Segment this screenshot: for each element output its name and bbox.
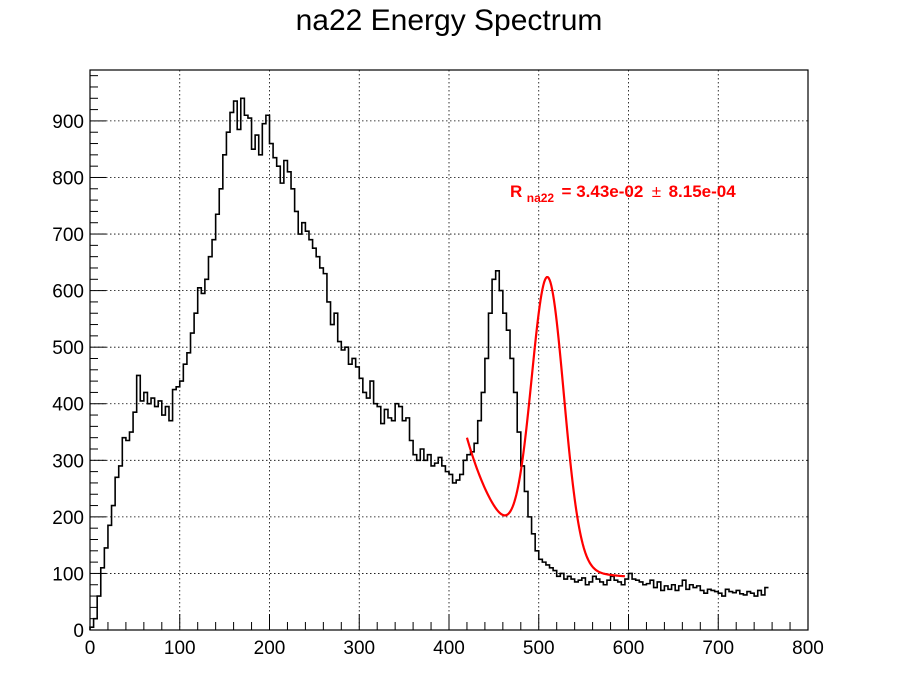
x-tick-label: 500: [523, 638, 555, 659]
x-tick-label: 600: [613, 638, 645, 659]
y-tick-label: 700: [52, 225, 84, 246]
grid-lines: [90, 70, 808, 630]
x-tick-label: 700: [702, 638, 734, 659]
y-tick-label: 200: [52, 508, 84, 529]
fit-label-error: 8.15e-04: [669, 182, 737, 201]
x-tick-label: 0: [85, 638, 96, 659]
axes: 0 100 200 300 400 500 600 700 800 0 100 200 300 400 50…: [52, 75, 824, 659]
y-tick-label: 400: [52, 395, 84, 416]
chart-title: na22 Energy Spectrum: [296, 4, 603, 37]
y-tick-label: 900: [52, 112, 84, 133]
y-tick-label: 600: [52, 282, 84, 303]
x-tick-label: 300: [343, 638, 375, 659]
y-tick-label: 800: [52, 168, 84, 189]
histogram-steps: [89, 97, 769, 630]
fit-label-subscript: na22: [527, 191, 555, 205]
y-tick-label: 300: [52, 451, 84, 472]
fit-result-label: R na22 = 3.43e-02 ± 8.15e-04: [510, 182, 736, 206]
fit-label-main: R: [510, 182, 522, 201]
fit-curve: [465, 276, 625, 578]
fit-series: [465, 276, 625, 578]
fit-label-value: = 3.43e-02: [562, 182, 644, 201]
y-tick-label: 500: [52, 338, 84, 359]
x-tick-label: 800: [792, 638, 824, 659]
x-tick-label: 100: [164, 638, 196, 659]
y-tick-label: 100: [52, 564, 84, 585]
histogram-series: [89, 97, 769, 630]
x-tick-label: 200: [254, 638, 286, 659]
y-tick-label: 0: [73, 621, 84, 642]
x-tick-label: 400: [433, 638, 465, 659]
fit-label-pm: ±: [652, 182, 661, 201]
